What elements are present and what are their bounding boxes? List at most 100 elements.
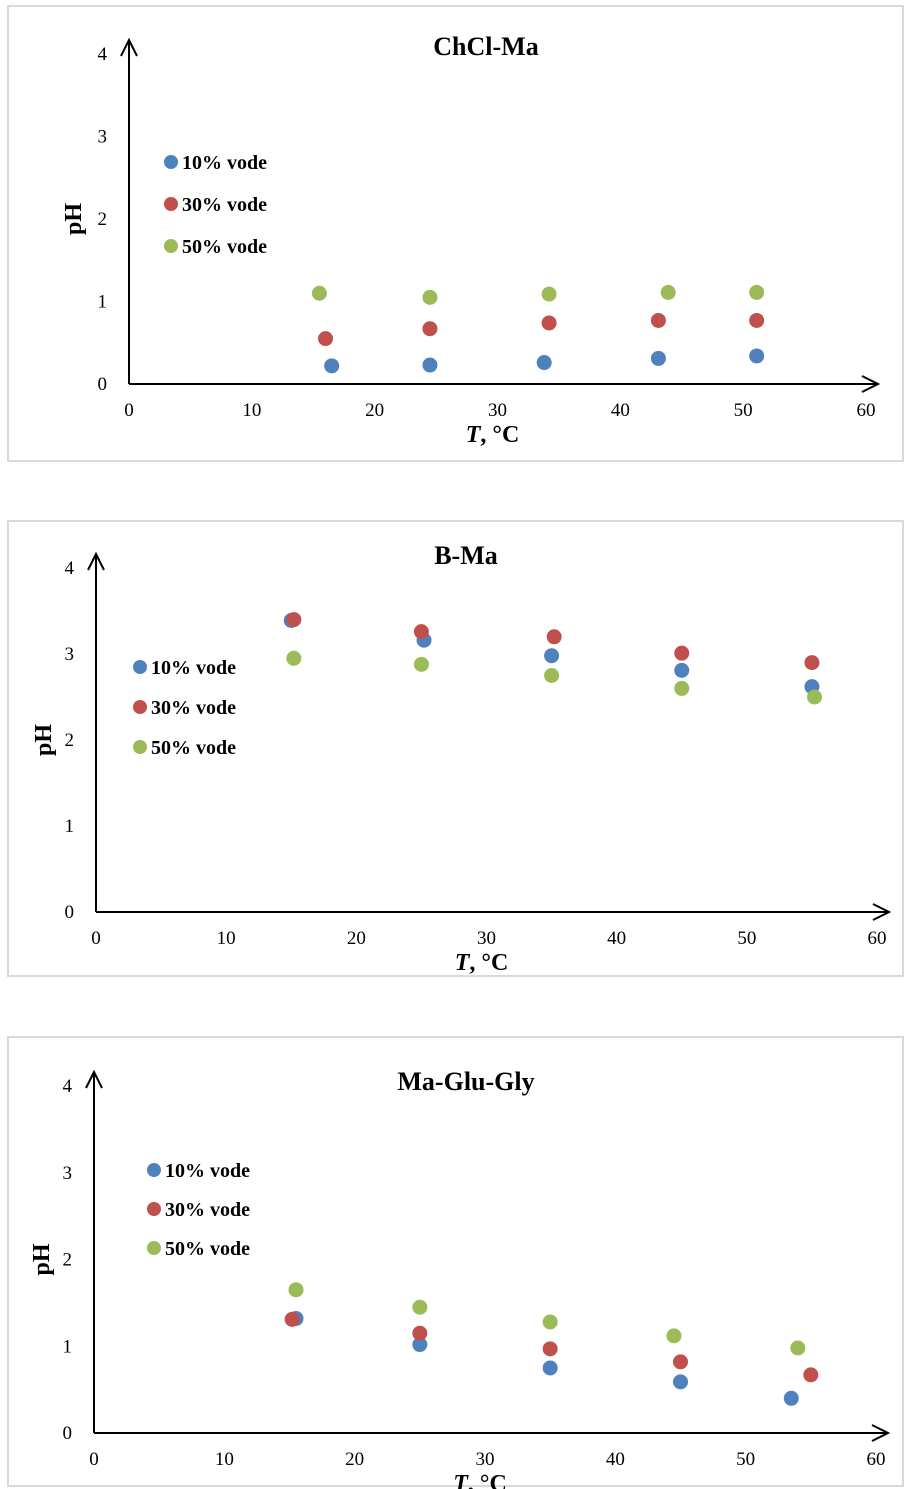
y-tick-label: 4 (63, 1076, 73, 1097)
data-point (288, 1282, 304, 1298)
x-axis-arrow-icon (872, 903, 892, 921)
x-tick-label: 40 (607, 928, 626, 949)
chart-svg: Ma-Glu-Gly 0 10 20 30 40 50 60 0 1 2 3 4 T, °C pH 10% v… (29, 1067, 891, 1489)
data-point (660, 284, 676, 300)
x-tick-label: 20 (365, 400, 384, 421)
data-point (674, 645, 690, 661)
y-tick-label: 2 (63, 1250, 73, 1271)
chart-svg: B-Ma 0 10 20 30 40 50 60 0 1 2 3 4 T, °C pH 10% vode 30%… (31, 541, 892, 976)
y-axis-title: pH (31, 724, 57, 756)
data-point (542, 1314, 558, 1330)
legend-marker (133, 740, 147, 754)
data-point (422, 321, 438, 337)
legend-marker (164, 155, 178, 169)
chart-panel-ma-glu-gly: Ma-Glu-Gly 0 10 20 30 40 50 60 0 1 2 3 4 T, °C pH 10% v… (7, 1036, 904, 1489)
x-axis-arrow-icon (871, 1424, 891, 1442)
x-tick-label: 0 (89, 1449, 99, 1470)
legend-label: 50% vode (165, 1238, 250, 1260)
y-tick-label: 1 (98, 292, 108, 313)
legend-marker (147, 1202, 161, 1216)
chart-title: Ma-Glu-Gly (397, 1067, 534, 1096)
y-tick-label: 3 (65, 644, 75, 665)
x-tick-label: 0 (124, 400, 134, 421)
data-point (783, 1390, 799, 1406)
x-tick-label: 10 (217, 928, 236, 949)
data-point (541, 315, 557, 331)
data-point (422, 289, 438, 305)
data-point (673, 1374, 688, 1390)
y-axis-arrow-icon (120, 37, 138, 57)
data-point (749, 284, 765, 300)
y-tick-label: 0 (65, 902, 75, 923)
x-tick-label: 10 (215, 1449, 234, 1470)
legend-label: 30% vode (151, 697, 236, 719)
y-axis-title: pH (29, 1243, 55, 1275)
y-tick-label: 1 (63, 1336, 73, 1357)
data-point (666, 1328, 682, 1344)
y-tick-label: 4 (65, 558, 75, 579)
x-tick-label: 40 (611, 400, 630, 421)
chart-panel-b-ma: B-Ma 0 10 20 30 40 50 60 0 1 2 3 4 T, °C pH 10% vode 30%… (7, 520, 904, 977)
x-tick-label: 30 (476, 1449, 495, 1470)
y-axis-title: pH (61, 203, 87, 235)
legend-label: 10% vode (165, 1160, 250, 1182)
legend-label: 30% vode (165, 1199, 250, 1221)
y-tick-label: 0 (63, 1423, 73, 1444)
y-tick-label: 2 (98, 209, 108, 230)
legend-marker (147, 1241, 161, 1255)
y-axis-arrow-icon (85, 1069, 103, 1089)
legend-label: 10% vode (182, 152, 267, 174)
data-point (804, 655, 820, 671)
x-axis-title: T, °C (466, 422, 520, 448)
x-tick-label: 10 (242, 400, 261, 421)
legend-label: 50% vode (151, 737, 236, 759)
data-point (546, 629, 562, 645)
data-point (412, 1299, 428, 1315)
data-point (412, 1325, 428, 1341)
x-axis-title: T, °C (455, 950, 509, 976)
legend-label: 10% vode (151, 657, 236, 679)
x-tick-label: 30 (488, 400, 507, 421)
legend-marker (133, 700, 147, 714)
data-point (284, 1311, 300, 1327)
data-point (412, 1337, 428, 1353)
chart-panel-chcl-ma: ChCl-Ma 0 10 20 30 40 50 60 0 1 2 3 4 T, °C pH 10% vode… (7, 5, 904, 462)
data-point (413, 656, 429, 672)
data-point (324, 358, 340, 374)
data-point (749, 348, 765, 364)
x-tick-label: 50 (736, 1449, 755, 1470)
x-axis-arrow-icon (861, 375, 881, 393)
data-point (542, 1360, 558, 1376)
data-point (807, 689, 823, 705)
x-tick-label: 20 (345, 1449, 364, 1470)
data-point (544, 668, 560, 683)
data-point (542, 1341, 558, 1357)
y-tick-label: 0 (98, 374, 108, 395)
data-point (536, 355, 552, 371)
data-point (544, 648, 560, 664)
data-point (749, 312, 765, 328)
x-tick-label: 60 (868, 928, 887, 949)
legend-marker (164, 239, 178, 253)
data-point (650, 312, 666, 328)
legend-marker (147, 1163, 161, 1177)
y-tick-label: 3 (98, 127, 108, 148)
data-point (674, 662, 690, 678)
data-point (541, 286, 557, 302)
chart-title: B-Ma (434, 541, 498, 570)
data-point (673, 1354, 688, 1370)
data-point (422, 357, 438, 373)
data-point (286, 650, 302, 666)
y-tick-label: 4 (98, 44, 108, 65)
x-tick-label: 20 (347, 928, 366, 949)
data-point (674, 680, 690, 696)
x-tick-label: 0 (91, 928, 101, 949)
data-point (650, 350, 666, 366)
data-point (318, 331, 334, 347)
y-tick-label: 2 (65, 730, 75, 751)
data-point (790, 1340, 806, 1356)
chart-title: ChCl-Ma (433, 32, 538, 61)
data-point (286, 612, 302, 628)
x-axis-title: T, °C (453, 1471, 507, 1489)
x-tick-label: 50 (734, 400, 753, 421)
